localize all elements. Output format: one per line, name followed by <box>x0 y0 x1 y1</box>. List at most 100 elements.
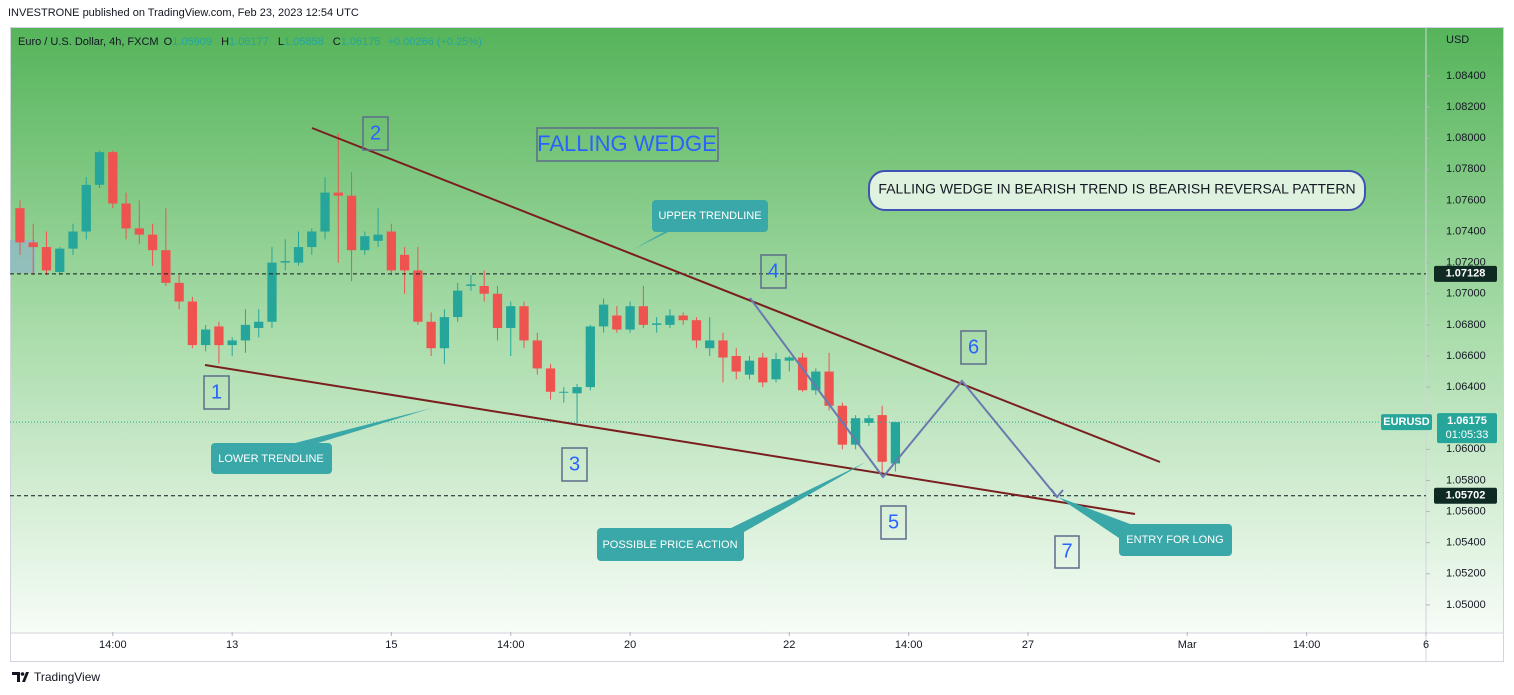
level-tag-label: 1.05702 <box>1446 490 1486 502</box>
wave-label: 2 <box>362 116 389 151</box>
wave-label: 1 <box>203 375 230 410</box>
countdown-label: 01:05:33 <box>1446 429 1489 441</box>
candle-body <box>41 247 52 271</box>
candle-body <box>413 270 423 322</box>
x-tick-label: 15 <box>385 639 397 651</box>
footer: TradingView <box>12 670 100 684</box>
candle-body <box>267 262 277 322</box>
candle-body <box>877 415 887 462</box>
wave-number: 1 <box>211 381 222 403</box>
y-tick-label: 1.05600 <box>1446 505 1486 517</box>
callout-box <box>597 462 866 561</box>
callout-text: ENTRY FOR LONG <box>1126 534 1223 546</box>
candle-body <box>744 360 755 375</box>
y-tick-label: 1.06000 <box>1446 443 1486 455</box>
wave-label: 4 <box>760 254 787 289</box>
plot-background <box>10 27 1504 633</box>
label-box <box>561 447 588 482</box>
x-tick-label: 13 <box>226 639 238 651</box>
candle-body <box>187 301 198 346</box>
currency-label: USD <box>1446 34 1469 46</box>
label-box <box>203 375 230 410</box>
brand: TradingView <box>34 670 101 684</box>
label-box <box>760 254 787 289</box>
x-tick-label: 20 <box>624 639 636 651</box>
pattern-title: FALLING WEDGE <box>537 131 717 156</box>
candle-body <box>174 282 184 302</box>
candle-body <box>28 242 38 248</box>
candle-body <box>55 248 65 272</box>
candle-body <box>771 359 781 380</box>
candle-body <box>864 418 874 423</box>
candle-body <box>598 304 609 327</box>
wave-number: 2 <box>370 122 381 144</box>
x-tick-label: 27 <box>1022 639 1034 651</box>
candle-body <box>585 326 595 388</box>
ticker-tag <box>1381 414 1432 431</box>
y-tick-label: 1.05800 <box>1446 474 1486 486</box>
y-tick-label: 1.06800 <box>1446 319 1486 331</box>
candle-body <box>320 192 330 232</box>
candle-body <box>453 290 463 318</box>
candle-body <box>386 231 397 271</box>
callout-text: UPPER TRENDLINE <box>658 210 761 222</box>
y-tick-label: 1.07800 <box>1446 163 1486 175</box>
callout-box <box>1058 497 1232 556</box>
change: +0.00266 (+0.25%) <box>387 36 482 48</box>
x-tick-label: 22 <box>783 639 795 651</box>
chart-border <box>10 27 1504 662</box>
candle-body <box>307 231 317 248</box>
candle-body <box>492 293 503 328</box>
label-box <box>960 330 987 365</box>
wave-number: 4 <box>768 260 779 282</box>
candle-body <box>293 247 304 263</box>
candle-body <box>81 184 91 232</box>
ohlc-value: 1.05858 <box>283 36 324 48</box>
x-tick-label: 14:00 <box>497 639 525 651</box>
candle-body <box>678 315 688 321</box>
x-tick-label: 14:00 <box>895 639 923 651</box>
callout-box <box>632 200 768 250</box>
candle-body <box>333 192 343 196</box>
candle-body <box>652 323 662 325</box>
candle-body <box>837 405 847 445</box>
publish-info: INVESTRONE published on TradingView.com,… <box>8 7 359 19</box>
ohlc-key: C <box>332 36 341 48</box>
label-box <box>880 505 907 540</box>
wave-label: 6 <box>960 330 987 365</box>
x-tick-label: Mar <box>1178 639 1197 651</box>
y-tick-label: 1.07600 <box>1446 194 1486 206</box>
candle-body <box>346 195 357 251</box>
y-tick-label: 1.08400 <box>1446 70 1486 82</box>
upper-trendline <box>311 127 1161 463</box>
y-tick-label: 1.07400 <box>1446 225 1486 237</box>
candle-body <box>532 340 542 369</box>
price-tag <box>1437 413 1497 444</box>
ticker-tag-label: EURUSD <box>1383 416 1430 428</box>
candle-body <box>121 203 131 229</box>
callout-text: POSSIBLE PRICE ACTION <box>602 539 737 551</box>
candle-body <box>691 320 702 341</box>
callout-text: LOWER TRENDLINE <box>218 453 324 465</box>
y-tick-label: 1.06400 <box>1446 381 1486 393</box>
candle-body <box>201 329 211 346</box>
candle-body <box>824 371 834 406</box>
candle-body <box>360 236 370 251</box>
x-tick-label: 6 <box>1423 639 1429 651</box>
y-tick-label: 1.05400 <box>1446 537 1486 549</box>
candle-body <box>108 152 118 204</box>
candle-body <box>15 208 25 243</box>
ohlc-value: 1.06177 <box>229 36 269 48</box>
symbol-legend: Euro / U.S. Dollar, 4h, FXCM O1.05909 H1… <box>18 36 486 48</box>
wave-label: 5 <box>880 505 907 540</box>
candle-body <box>68 231 78 249</box>
symbol-name: Euro / U.S. Dollar, 4h, FXCM <box>18 36 159 48</box>
x-tick-label: 14:00 <box>99 639 127 651</box>
candle-body <box>426 321 436 349</box>
label-box <box>1054 535 1080 569</box>
level-tag-label: 1.07128 <box>1446 268 1486 280</box>
wave-label: 7 <box>1054 535 1080 569</box>
candle-body <box>797 357 808 391</box>
candle-body <box>784 357 794 361</box>
